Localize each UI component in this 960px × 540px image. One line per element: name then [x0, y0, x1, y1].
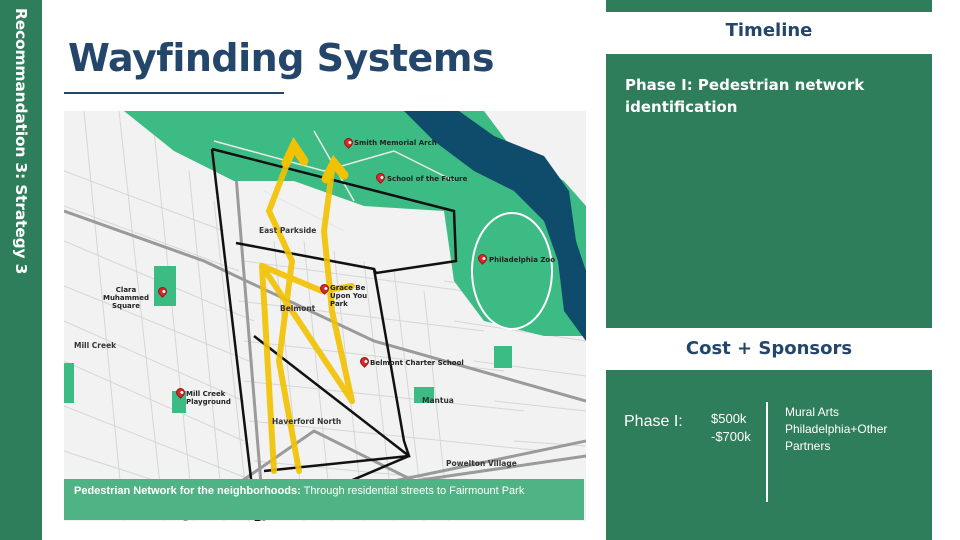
timeline-phase-text: Phase I: Pedestrian network identificati…: [625, 76, 865, 116]
place-clara: Clara Muhammed Square: [102, 286, 149, 310]
schuylkill-river: [404, 111, 586, 341]
cost-amount-line1: $500k: [711, 411, 747, 426]
cost-panel: Phase I: $500k -$700k Mural Arts Philade…: [606, 370, 932, 540]
map-caption: Pedestrian Network for the neighborhoods…: [64, 479, 584, 520]
cost-amount: $500k -$700k: [711, 410, 751, 446]
title-underline: [64, 92, 284, 94]
caption-bold: Pedestrian Network for the neighborhoods…: [74, 485, 301, 497]
timeline-heading: Timeline: [725, 20, 813, 41]
neighborhood-map: Smith Memorial Arch School of the Future…: [64, 111, 586, 521]
sidebar-band: Recommandation 3: Strategy 3: [0, 0, 42, 540]
street-mill-creek: Mill Creek: [74, 341, 117, 350]
strategy-label: Recommandation 3: Strategy 3: [12, 8, 30, 275]
place-grace-park: Grace Be Upon You Park: [330, 284, 368, 308]
cost-divider: [766, 402, 768, 502]
timeline-panel: Phase I: Pedestrian network identificati…: [606, 54, 932, 328]
place-smith-arch: Smith Memorial Arch: [354, 139, 437, 147]
place-school-future: School of the Future: [387, 175, 468, 183]
page-title: Wayfinding Systems: [68, 36, 495, 80]
place-philly-zoo: Philadelphia Zoo: [489, 256, 556, 264]
street-mantua: Mantua: [422, 396, 454, 405]
cost-heading: Cost + Sponsors: [685, 338, 853, 359]
place-belmont-school: Belmont Charter School: [370, 359, 464, 367]
sponsor-line3: Partners: [785, 439, 831, 453]
street-belmont: Belmont: [280, 304, 316, 313]
sponsors: Mural Arts Philadelphia+Other Partners: [785, 404, 887, 455]
cost-phase-label: Phase I:: [624, 413, 683, 430]
sponsor-line1: Mural Arts: [785, 405, 840, 419]
route-arrows: [281, 136, 349, 184]
street-powelton: Powelton Village: [446, 459, 517, 468]
cost-amount-line2: -$700k: [711, 429, 751, 444]
place-mill-creek-playground: Mill Creek Playground: [186, 390, 231, 406]
major-roads: [64, 150, 586, 521]
panel-top-strip: [606, 0, 932, 12]
sponsor-line2: Philadelphia+Other: [785, 422, 888, 436]
caption-rest: Through residential streets to Fairmount…: [300, 485, 525, 497]
street-haverford-north: Haverford North: [272, 417, 342, 426]
street-east-parkside: East Parkside: [259, 226, 317, 235]
zoo-grounds: [471, 212, 553, 330]
